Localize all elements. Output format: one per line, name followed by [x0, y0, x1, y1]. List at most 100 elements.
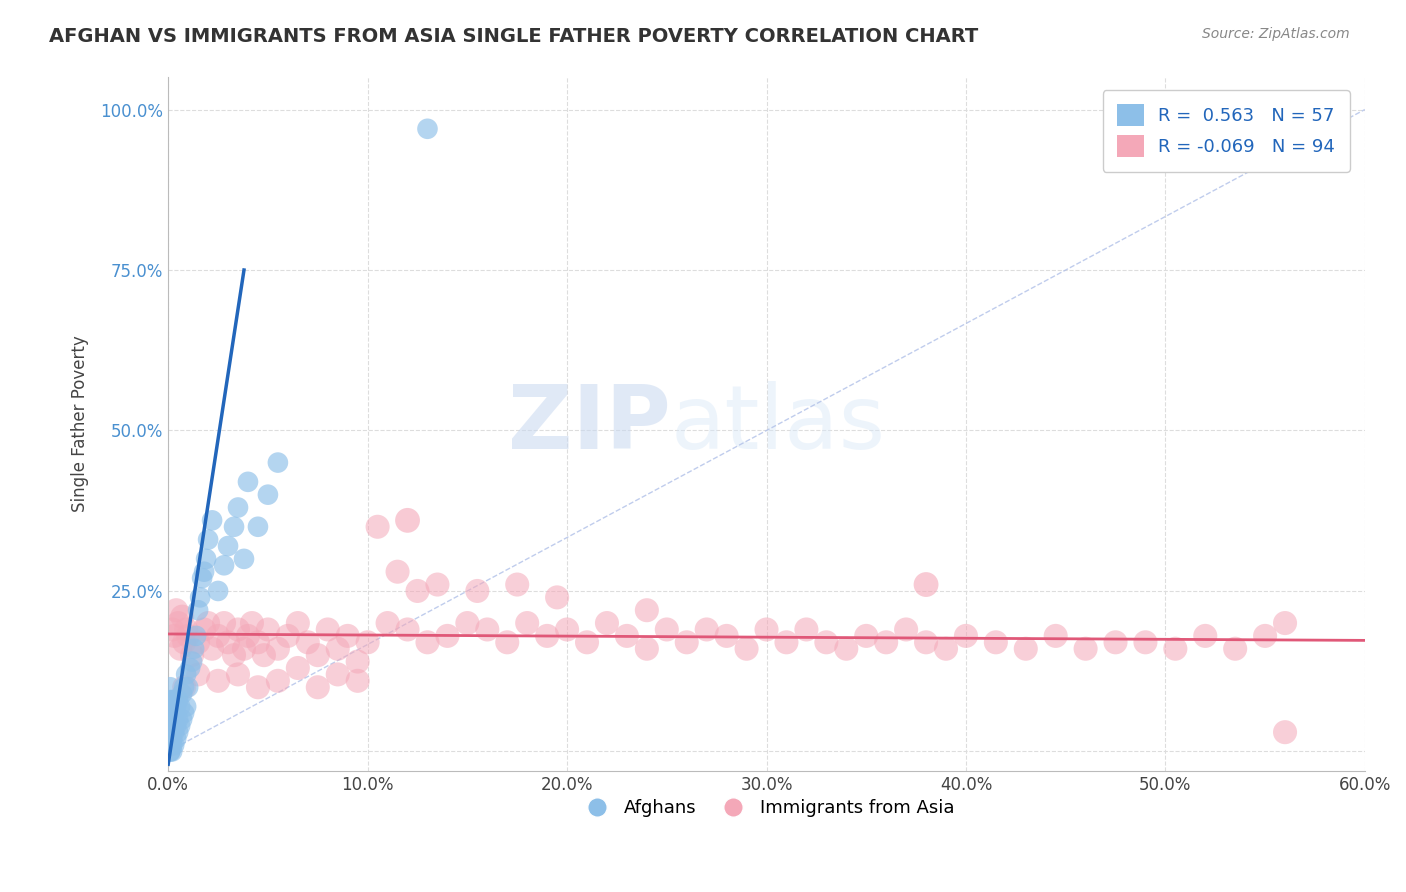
- Point: [163, 693, 186, 707]
- Point: [201, 641, 224, 656]
- Point: [193, 565, 215, 579]
- Point: [159, 680, 181, 694]
- Point: [167, 725, 190, 739]
- Point: [163, 712, 186, 726]
- Point: [775, 635, 797, 649]
- Point: [212, 615, 235, 630]
- Point: [546, 591, 568, 605]
- Point: [240, 615, 263, 630]
- Point: [416, 635, 439, 649]
- Point: [516, 615, 538, 630]
- Point: [183, 641, 205, 656]
- Point: [307, 680, 329, 694]
- Point: [287, 661, 309, 675]
- Point: [696, 623, 718, 637]
- Point: [1135, 635, 1157, 649]
- Point: [165, 719, 187, 733]
- Point: [815, 635, 838, 649]
- Point: [169, 699, 191, 714]
- Point: [173, 635, 195, 649]
- Point: [875, 635, 897, 649]
- Point: [616, 629, 638, 643]
- Point: [307, 648, 329, 662]
- Point: [197, 533, 219, 547]
- Point: [1274, 615, 1296, 630]
- Point: [169, 641, 191, 656]
- Point: [426, 577, 449, 591]
- Point: [187, 603, 209, 617]
- Point: [169, 719, 191, 733]
- Point: [217, 539, 239, 553]
- Text: AFGHAN VS IMMIGRANTS FROM ASIA SINGLE FATHER POVERTY CORRELATION CHART: AFGHAN VS IMMIGRANTS FROM ASIA SINGLE FA…: [49, 27, 979, 45]
- Point: [172, 687, 194, 701]
- Point: [187, 667, 209, 681]
- Point: [267, 641, 290, 656]
- Point: [675, 635, 697, 649]
- Point: [159, 725, 181, 739]
- Point: [201, 513, 224, 527]
- Point: [159, 744, 181, 758]
- Point: [576, 635, 599, 649]
- Point: [367, 520, 389, 534]
- Point: [1254, 629, 1277, 643]
- Point: [1194, 629, 1216, 643]
- Point: [277, 629, 299, 643]
- Point: [596, 615, 619, 630]
- Point: [346, 673, 368, 688]
- Point: [477, 623, 499, 637]
- Point: [1225, 641, 1247, 656]
- Point: [416, 121, 439, 136]
- Point: [207, 629, 229, 643]
- Point: [636, 641, 658, 656]
- Point: [636, 603, 658, 617]
- Point: [253, 648, 276, 662]
- Point: [159, 693, 181, 707]
- Point: [160, 719, 183, 733]
- Legend: Afghans, Immigrants from Asia: Afghans, Immigrants from Asia: [572, 791, 962, 824]
- Point: [236, 629, 259, 643]
- Point: [165, 731, 187, 746]
- Point: [236, 475, 259, 489]
- Point: [181, 655, 204, 669]
- Point: [396, 513, 419, 527]
- Point: [226, 623, 249, 637]
- Point: [935, 641, 957, 656]
- Point: [188, 591, 211, 605]
- Point: [1104, 635, 1126, 649]
- Point: [257, 488, 280, 502]
- Point: [855, 629, 877, 643]
- Point: [336, 629, 359, 643]
- Point: [915, 635, 938, 649]
- Point: [207, 584, 229, 599]
- Point: [735, 641, 758, 656]
- Point: [267, 456, 290, 470]
- Y-axis label: Single Father Poverty: Single Father Poverty: [72, 335, 89, 512]
- Point: [1074, 641, 1097, 656]
- Point: [356, 635, 378, 649]
- Point: [226, 500, 249, 515]
- Point: [377, 615, 399, 630]
- Point: [159, 744, 181, 758]
- Point: [955, 629, 977, 643]
- Point: [246, 680, 269, 694]
- Point: [173, 706, 195, 720]
- Text: ZIP: ZIP: [508, 381, 671, 467]
- Point: [187, 635, 209, 649]
- Point: [191, 571, 214, 585]
- Point: [160, 731, 183, 746]
- Point: [387, 565, 409, 579]
- Point: [167, 712, 190, 726]
- Point: [226, 667, 249, 681]
- Point: [755, 623, 778, 637]
- Point: [159, 712, 181, 726]
- Point: [257, 623, 280, 637]
- Point: [267, 673, 290, 688]
- Point: [159, 738, 181, 752]
- Point: [173, 680, 195, 694]
- Point: [326, 667, 349, 681]
- Point: [177, 629, 200, 643]
- Point: [174, 623, 197, 637]
- Point: [159, 731, 181, 746]
- Point: [835, 641, 858, 656]
- Point: [297, 635, 319, 649]
